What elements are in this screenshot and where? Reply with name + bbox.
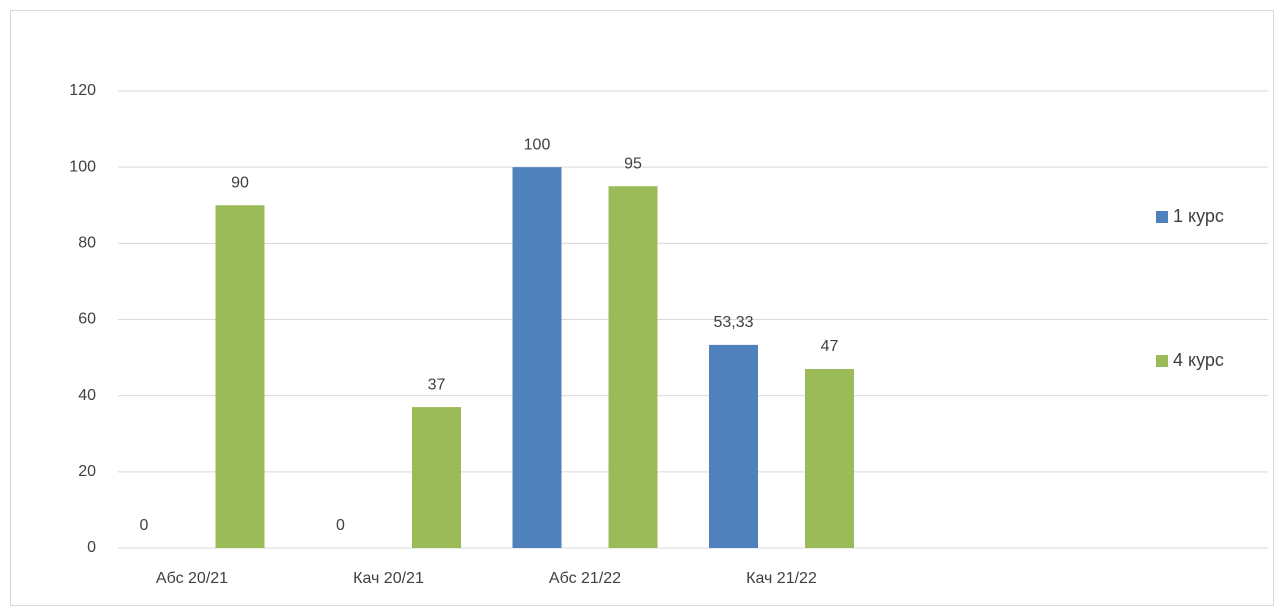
data-label: 53,33 <box>713 314 753 331</box>
data-label: 0 <box>140 517 149 534</box>
legend-swatch <box>1156 211 1168 223</box>
x-tick-label: Кач 21/22 <box>746 570 817 587</box>
x-tick-label: Кач 20/21 <box>353 570 424 587</box>
bar <box>805 369 854 548</box>
legend-label: 1 курс <box>1173 206 1224 226</box>
x-tick-label: Абс 21/22 <box>549 570 621 587</box>
legend-swatch <box>1156 355 1168 367</box>
bar <box>608 186 658 549</box>
legend-label: 4 курс <box>1173 350 1224 370</box>
data-label: 47 <box>821 338 839 355</box>
y-tick-label: 100 <box>69 158 96 175</box>
y-tick-label: 60 <box>78 311 96 328</box>
y-tick-label: 20 <box>78 463 96 480</box>
data-label: 95 <box>624 155 642 172</box>
x-tick-label: Абс 20/21 <box>156 570 228 587</box>
y-tick-label: 80 <box>78 235 96 252</box>
y-tick-label: 120 <box>69 82 96 99</box>
bar <box>709 344 758 548</box>
bar <box>412 407 461 548</box>
data-label: 37 <box>428 376 446 393</box>
data-label: 0 <box>336 517 345 534</box>
data-label: 100 <box>524 136 551 153</box>
y-tick-label: 40 <box>78 387 96 404</box>
data-label: 90 <box>231 174 249 191</box>
bar <box>215 205 265 548</box>
bar <box>512 167 562 548</box>
y-tick-label: 0 <box>87 539 96 556</box>
